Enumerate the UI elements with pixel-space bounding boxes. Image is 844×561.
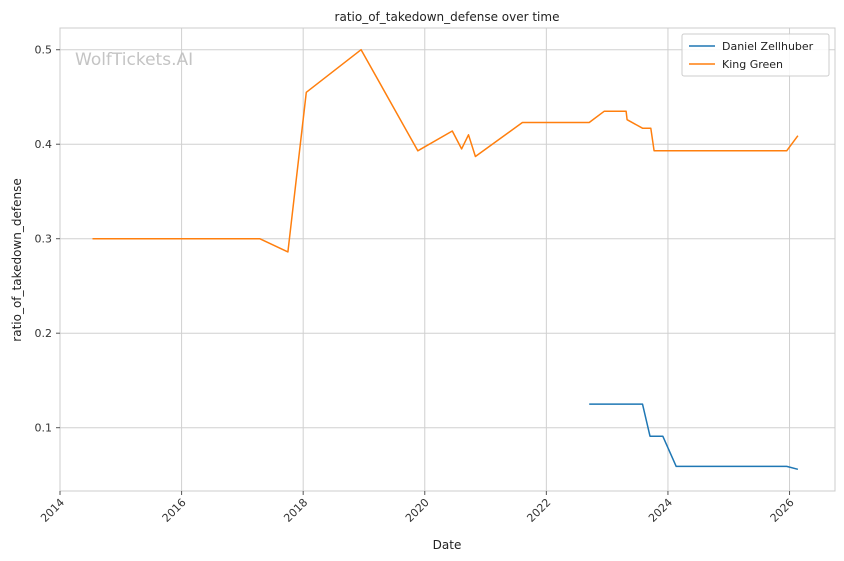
series-line-king-green — [92, 48, 799, 253]
legend-box — [681, 33, 830, 77]
series-lines — [92, 48, 799, 471]
x-tick-label: 2022 — [524, 496, 553, 525]
x-tick-label: 2026 — [768, 496, 797, 525]
y-tick-label: 0.2 — [35, 327, 53, 340]
x-tick-label: 2020 — [403, 496, 432, 525]
y-tick-label: 0.1 — [35, 422, 53, 435]
x-axis-label: Date — [433, 538, 462, 552]
watermark: WolfTickets.AI — [75, 50, 193, 70]
x-axis-ticks: 2014 2016 2018 2020 2022 2024 2026 — [38, 491, 797, 525]
chart-title: ratio_of_takedown_defense over time — [335, 10, 560, 24]
y-tick-label: 0.3 — [35, 233, 53, 246]
y-axis-label: ratio_of_takedown_defense — [10, 178, 24, 341]
y-axis-ticks: 0.1 0.2 0.3 0.4 0.5 — [35, 44, 60, 435]
series-line-daniel-zellhuber — [589, 403, 799, 471]
plot-frame — [59, 27, 836, 492]
x-tick-label: 2018 — [281, 496, 310, 525]
x-tick-label: 2014 — [38, 496, 67, 525]
x-tick-label: 2024 — [646, 496, 675, 525]
legend: Daniel Zellhuber King Green — [681, 33, 830, 77]
y-tick-label: 0.4 — [35, 138, 53, 151]
gridlines — [59, 28, 835, 491]
x-tick-label: 2016 — [160, 496, 189, 525]
y-tick-label: 0.5 — [35, 44, 53, 57]
legend-entry-label: King Green — [722, 58, 783, 71]
legend-entry-label: Daniel Zellhuber — [722, 40, 814, 53]
